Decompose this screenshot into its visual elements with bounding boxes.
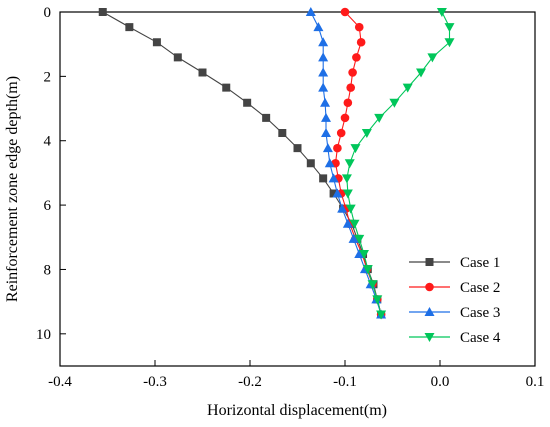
data-point (359, 250, 369, 260)
legend-marker (425, 282, 434, 292)
x-tick-label: -0.1 (333, 374, 357, 390)
legend-item: Case 2 (409, 280, 500, 296)
data-point (173, 53, 182, 62)
y-axis-title: Reinforcement zone edge depth(m) (4, 76, 21, 302)
legend-label: Case 1 (460, 255, 500, 271)
data-point (125, 23, 134, 32)
data-point (367, 280, 378, 290)
legend-label: Case 3 (460, 305, 500, 321)
y-tick-label: 6 (44, 198, 52, 214)
ticks-layer: -0.4 -0.3 -0.2 -0.1 0.0 0.1 0 2 4 6 8 10 (36, 5, 544, 390)
data-point (444, 23, 455, 33)
y-tick-label: 8 (44, 262, 52, 278)
data-point (444, 38, 455, 48)
data-point (321, 112, 331, 122)
plot-frame (59, 11, 536, 367)
y-tick-label: 4 (44, 134, 52, 150)
x-tick-label: -0.3 (143, 374, 167, 390)
series-3 (305, 7, 387, 319)
data-point (341, 174, 352, 184)
data-point (345, 204, 356, 214)
legend-marker (424, 307, 435, 316)
data-point (342, 218, 353, 228)
data-point (152, 38, 161, 47)
data-point (356, 37, 366, 47)
series-layer (98, 7, 455, 320)
data-point (262, 113, 271, 122)
data-point (318, 67, 329, 77)
data-point (324, 158, 335, 168)
data-point (306, 159, 315, 168)
data-point (318, 52, 329, 62)
data-point (321, 128, 331, 138)
data-point (354, 22, 364, 32)
x-tick-label: 0.0 (431, 374, 450, 390)
data-point (362, 265, 373, 275)
data-point (427, 53, 438, 63)
data-point (332, 188, 343, 198)
data-point (98, 8, 107, 16)
data-point (318, 37, 329, 47)
data-point (352, 53, 361, 62)
data-point (305, 7, 316, 16)
y-tick-label: 2 (44, 69, 52, 85)
legend-label: Case 2 (460, 280, 500, 296)
data-point (436, 8, 447, 17)
x-tick-label: -0.2 (238, 374, 262, 390)
data-point (416, 68, 426, 78)
data-point (336, 128, 346, 138)
data-point (243, 98, 252, 107)
data-point (293, 144, 302, 153)
data-point (348, 68, 357, 77)
data-point (340, 7, 350, 17)
data-point (376, 310, 387, 320)
legend: Case 1 Case 2 Case 3 Case 4 (409, 255, 501, 346)
data-point (318, 82, 329, 92)
data-point (222, 83, 231, 92)
data-point (343, 98, 353, 108)
data-point (346, 83, 356, 92)
data-point (374, 113, 385, 123)
data-point (350, 144, 361, 154)
legend-marker (424, 333, 435, 342)
data-point (328, 173, 339, 183)
data-point (344, 159, 355, 169)
legend-marker (425, 258, 434, 266)
data-point (337, 203, 348, 213)
data-point (354, 249, 365, 259)
x-axis-title: Horizontal displacement(m) (207, 402, 387, 419)
data-point (354, 234, 365, 244)
data-point (342, 189, 353, 199)
data-point (278, 129, 287, 138)
x-tick-label: -0.4 (48, 374, 72, 390)
series-4 (341, 8, 455, 320)
series-1 (98, 8, 386, 319)
data-point (349, 219, 360, 229)
data-point (402, 83, 413, 93)
data-point (372, 295, 383, 305)
data-point (319, 174, 328, 183)
legend-label: Case 4 (460, 330, 501, 346)
data-point (313, 22, 324, 32)
data-point (329, 189, 338, 198)
x-tick-label: 0.1 (526, 374, 545, 390)
y-tick-label: 10 (36, 327, 51, 343)
legend-item: Case 1 (409, 255, 500, 271)
data-point (198, 68, 207, 77)
data-point (322, 143, 333, 153)
legend-item: Case 3 (409, 305, 500, 321)
y-tick-label: 0 (44, 5, 52, 21)
data-point (320, 97, 331, 107)
data-point (348, 233, 359, 243)
data-point (333, 143, 342, 153)
legend-item: Case 4 (409, 330, 501, 346)
data-point (361, 129, 372, 139)
series-2 (331, 7, 386, 319)
data-point (340, 113, 350, 123)
data-point (389, 98, 400, 108)
